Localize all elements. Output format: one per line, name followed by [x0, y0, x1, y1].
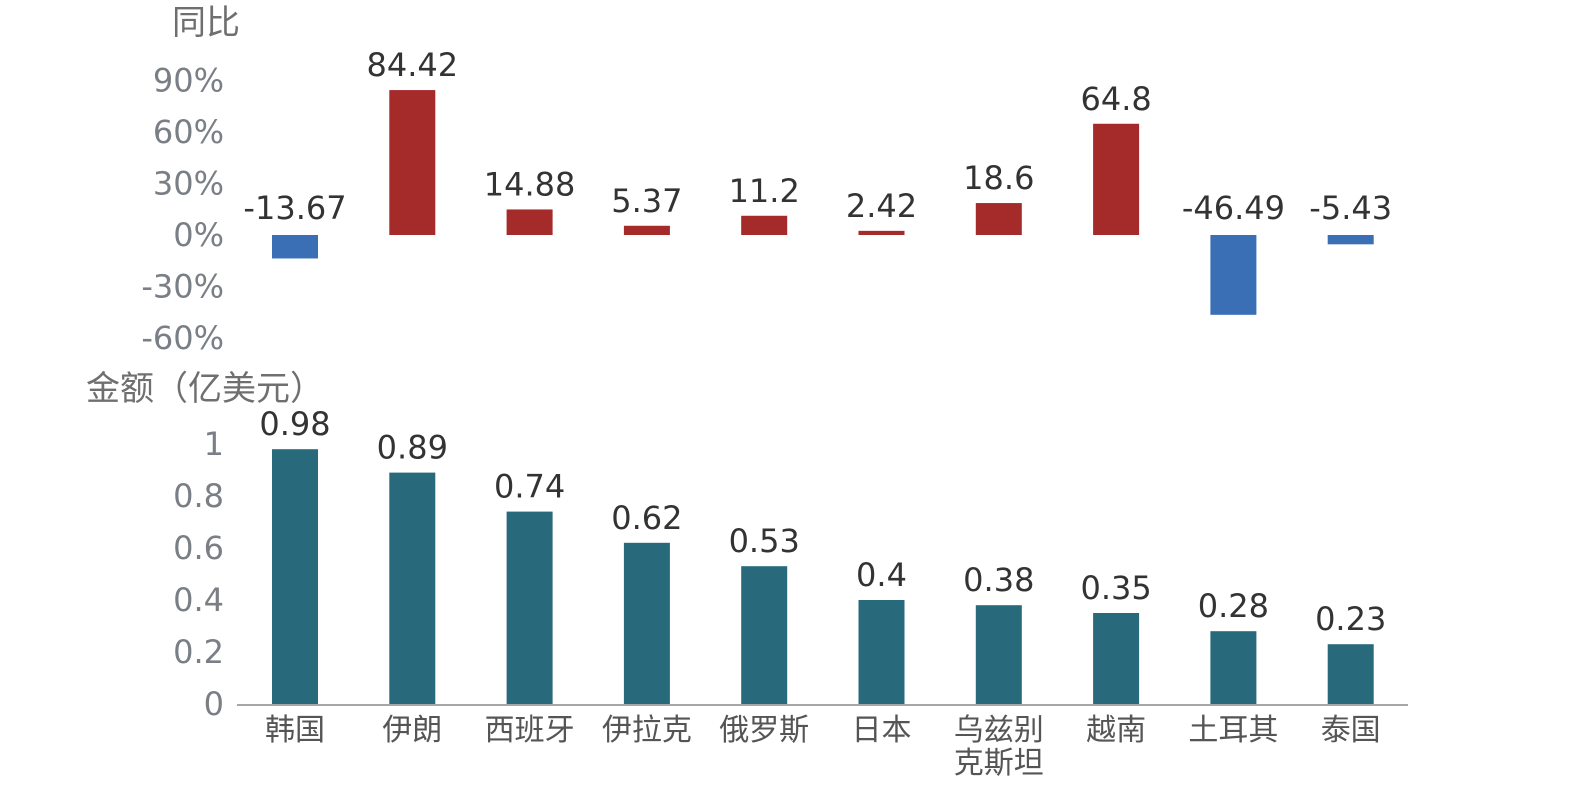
amount-tick-label: 0.2: [173, 633, 224, 671]
yoy-y-axis-ticks: 90% 60% 30% 0% -30% -60%: [141, 62, 224, 358]
amount-bar: [623, 542, 670, 704]
amount-tick-label: 0.8: [173, 477, 224, 515]
amount-tick-label: 0.4: [173, 581, 224, 619]
amount-data-label: 0.89: [377, 429, 448, 467]
yoy-tick-label: 90%: [153, 62, 224, 100]
country-labels: 韩国 伊朗 西班牙 伊拉克 俄罗斯 日本 乌兹别克斯坦 越南 土耳其 泰国: [265, 713, 1381, 781]
yoy-data-label: 11.2: [729, 172, 800, 210]
yoy-data-label: 14.88: [484, 165, 576, 203]
country-label: 越南: [1086, 713, 1146, 748]
amount-bar: [1210, 631, 1257, 704]
amount-data-label: 0.53: [729, 522, 800, 560]
amount-data-label: 0.98: [259, 405, 330, 443]
amount-bar: [506, 511, 553, 704]
yoy-bar: [1210, 235, 1257, 315]
yoy-bar: [506, 209, 553, 235]
amount-y-axis-ticks: 1 0.8 0.6 0.4 0.2 0: [173, 425, 224, 723]
amount-data-labels: 0.98 0.89 0.74 0.62 0.53 0.4 0.38 0.35 0.28 0.23: [259, 405, 1386, 638]
amount-tick-label: 1: [204, 425, 224, 463]
amount-bar: [1327, 644, 1374, 704]
yoy-tick-label: 60%: [153, 113, 224, 151]
yoy-bar: [741, 215, 788, 235]
yoy-bar: [623, 225, 670, 235]
amount-axis-title: 金额（亿美元）: [86, 369, 324, 409]
yoy-data-label: -46.49: [1182, 189, 1285, 227]
yoy-bar: [1327, 235, 1374, 245]
yoy-data-label: 64.8: [1080, 80, 1151, 118]
country-label: 乌兹别克斯坦: [954, 713, 1044, 781]
country-label: 韩国: [265, 713, 325, 748]
amount-data-label: 0.35: [1080, 569, 1151, 607]
yoy-bar: [858, 230, 905, 235]
yoy-bars: [272, 90, 1374, 315]
country-label: 土耳其: [1188, 713, 1278, 748]
amount-data-label: 0.23: [1315, 600, 1386, 638]
yoy-data-label: -5.43: [1309, 189, 1392, 227]
country-label: 俄罗斯: [719, 713, 809, 748]
yoy-tick-label: 30%: [153, 165, 224, 203]
yoy-data-label: 18.6: [963, 159, 1034, 197]
yoy-bar: [272, 235, 318, 259]
amount-bar: [272, 449, 318, 704]
country-label: 泰国: [1321, 713, 1381, 748]
yoy-data-label: 5.37: [611, 182, 682, 220]
amount-bar: [389, 472, 436, 704]
amount-bar: [858, 600, 905, 704]
yoy-axis-title: 同比: [172, 3, 240, 43]
amount-data-label: 0.4: [856, 556, 907, 594]
yoy-tick-label: -60%: [141, 319, 224, 357]
yoy-data-label: 84.42: [366, 46, 458, 84]
amount-data-label: 0.62: [611, 499, 682, 537]
yoy-data-label: 2.42: [846, 187, 917, 225]
yoy-tick-label: -30%: [141, 268, 224, 306]
country-label: 日本: [852, 713, 912, 748]
country-label: 伊朗: [382, 713, 442, 748]
amount-bars: [272, 449, 1374, 704]
yoy-bar: [1093, 123, 1140, 235]
country-label: 西班牙: [485, 713, 575, 748]
amount-bar: [975, 605, 1022, 704]
amount-data-label: 0.74: [494, 468, 565, 506]
yoy-bar: [389, 90, 436, 235]
amount-tick-label: 0: [204, 685, 224, 723]
amount-data-label: 0.28: [1198, 587, 1269, 625]
yoy-data-label: -13.67: [243, 189, 346, 227]
amount-bar: [1093, 613, 1140, 704]
amount-data-label: 0.38: [963, 561, 1034, 599]
yoy-bar: [975, 203, 1022, 235]
amount-bar: [741, 566, 788, 704]
yoy-data-labels: -13.67 84.42 14.88 5.37 11.2 2.42 18.6 64.8 -46.…: [243, 46, 1392, 227]
country-label: 伊拉克: [602, 713, 692, 748]
amount-tick-label: 0.6: [173, 529, 224, 567]
yoy-tick-label: 0%: [173, 216, 224, 254]
